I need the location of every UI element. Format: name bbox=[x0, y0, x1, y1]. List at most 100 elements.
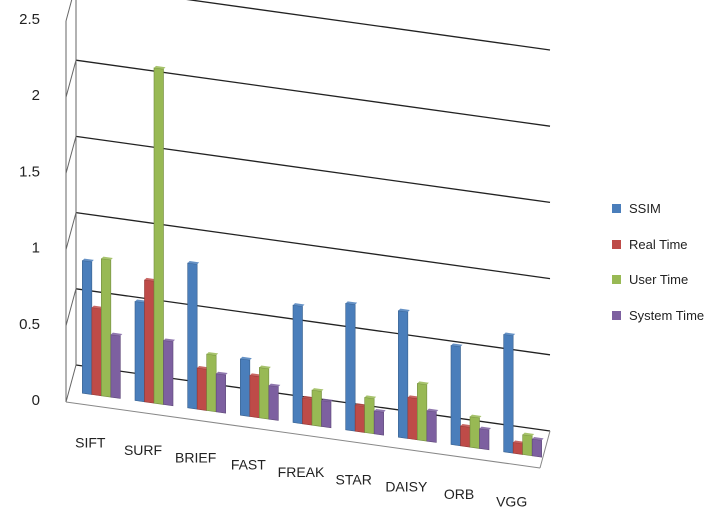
gridline-side bbox=[65, 60, 77, 98]
bar-cap bbox=[522, 432, 535, 436]
y-tick-label: 0 bbox=[32, 392, 40, 409]
bar-cap bbox=[451, 343, 463, 347]
bar-cap bbox=[321, 398, 333, 402]
bar-cap bbox=[259, 365, 271, 369]
legend-item-real-time: Real Time bbox=[612, 227, 704, 263]
bar-cap bbox=[135, 299, 147, 303]
gridline bbox=[75, 59, 551, 127]
bar-cap bbox=[144, 277, 156, 282]
bar-ssim-star bbox=[345, 303, 356, 432]
bar-cap bbox=[154, 65, 166, 70]
bar-real-time-fast bbox=[249, 375, 260, 419]
bar-real-time-surf bbox=[144, 279, 155, 404]
bar-user-time-star bbox=[364, 397, 375, 435]
legend-label: User Time bbox=[629, 272, 689, 288]
legend-label: SSIM bbox=[629, 201, 661, 217]
bar-system-time-sift bbox=[110, 334, 121, 399]
x-tick-label: VGG bbox=[496, 493, 527, 509]
bar-cap bbox=[249, 373, 262, 377]
bar-ssim-freak bbox=[292, 304, 303, 425]
y-tick-labels: 0 0.5 1 1.5 2 2.5 bbox=[19, 11, 40, 409]
x-tick-label: DAISY bbox=[385, 479, 428, 495]
bar-ssim-surf bbox=[134, 301, 145, 403]
gridline-side bbox=[65, 0, 73, 22]
gridline bbox=[186, 0, 551, 51]
bar-cap bbox=[206, 352, 219, 356]
x-axis-floor bbox=[65, 401, 541, 469]
bar-user-time-brief bbox=[206, 353, 217, 413]
legend-item-system-time: System Time bbox=[612, 298, 704, 334]
bar-system-time-star bbox=[373, 410, 384, 436]
axes bbox=[65, 0, 551, 469]
bar-cap bbox=[82, 258, 94, 262]
bar-cap bbox=[110, 332, 123, 336]
bar-cap bbox=[374, 408, 386, 413]
legend-swatch bbox=[612, 239, 621, 249]
bar-user-time-freak bbox=[311, 389, 322, 427]
bar-cap bbox=[302, 395, 314, 400]
bar-ssim-orb bbox=[450, 345, 461, 447]
y-tick-label: 2.5 bbox=[19, 11, 40, 28]
bars bbox=[82, 65, 544, 458]
x-tick-label: FREAK bbox=[278, 464, 325, 480]
legend-swatch bbox=[612, 310, 621, 320]
bar-system-time-orb bbox=[479, 428, 490, 451]
bar-system-time-fast bbox=[268, 385, 279, 421]
bar-cap bbox=[216, 371, 228, 376]
bar-cap bbox=[240, 356, 252, 361]
bar-cap bbox=[460, 424, 472, 428]
bar-cap bbox=[197, 366, 209, 370]
bar-system-time-brief bbox=[215, 373, 226, 414]
bar-real-time-sift bbox=[91, 307, 102, 397]
bar-cap bbox=[187, 261, 200, 265]
gridline-side bbox=[65, 212, 77, 250]
gridline-side bbox=[65, 364, 77, 403]
gridline bbox=[75, 135, 551, 204]
x-tick-label: ORB bbox=[444, 486, 474, 502]
x-tick-label: SIFT bbox=[75, 435, 106, 451]
legend-label: System Time bbox=[629, 307, 705, 323]
bar-real-time-daisy bbox=[407, 397, 418, 441]
legend-item-ssim: SSIM bbox=[612, 191, 704, 227]
bar-user-time-surf bbox=[153, 67, 164, 405]
bar-ssim-fast bbox=[240, 358, 251, 417]
bar-user-time-orb bbox=[469, 416, 480, 449]
bar-cap bbox=[345, 301, 358, 305]
y-tick-label: 0.5 bbox=[19, 316, 40, 333]
legend-label: Real Time bbox=[629, 236, 688, 252]
x-tick-label: FAST bbox=[231, 457, 266, 473]
bar-ssim-sift bbox=[82, 260, 93, 395]
bar-real-time-freak bbox=[302, 397, 313, 426]
bar-cap bbox=[417, 381, 429, 385]
legend-swatch bbox=[612, 275, 621, 285]
bar-system-time-freak bbox=[321, 400, 332, 429]
x-tick-label: BRIEF bbox=[175, 449, 216, 465]
gridline-side bbox=[65, 288, 77, 326]
bar-ssim-daisy bbox=[398, 310, 409, 439]
bar-system-time-daisy bbox=[426, 410, 437, 443]
legend-item-user-time: User Time bbox=[612, 262, 704, 298]
bar-cap bbox=[101, 256, 113, 260]
bar-ssim-vgg bbox=[503, 334, 514, 454]
bar-user-time-fast bbox=[259, 367, 270, 420]
bar-real-time-star bbox=[354, 404, 365, 433]
bar-cap bbox=[293, 303, 305, 307]
bar-cap bbox=[503, 332, 516, 336]
bar-cap bbox=[364, 395, 377, 399]
bar-cap bbox=[426, 408, 439, 412]
bar-ssim-brief bbox=[187, 262, 198, 410]
bar-cap bbox=[355, 403, 367, 407]
bar-cap bbox=[268, 383, 281, 387]
y-tick-label: 1.5 bbox=[19, 163, 40, 180]
legend-swatch bbox=[612, 204, 621, 214]
x-tick-label: SURF bbox=[124, 442, 162, 458]
bar-cap bbox=[470, 414, 482, 418]
bar-system-time-surf bbox=[163, 340, 174, 407]
x-tick-labels: SIFT SURF BRIEF FAST FREAK STAR DAISY ORB VGG bbox=[75, 435, 527, 509]
bar-cap bbox=[479, 426, 491, 430]
gridline bbox=[75, 211, 551, 280]
bar-cap bbox=[513, 440, 525, 444]
bar-user-time-daisy bbox=[417, 383, 428, 442]
x-tick-label: STAR bbox=[336, 471, 372, 487]
